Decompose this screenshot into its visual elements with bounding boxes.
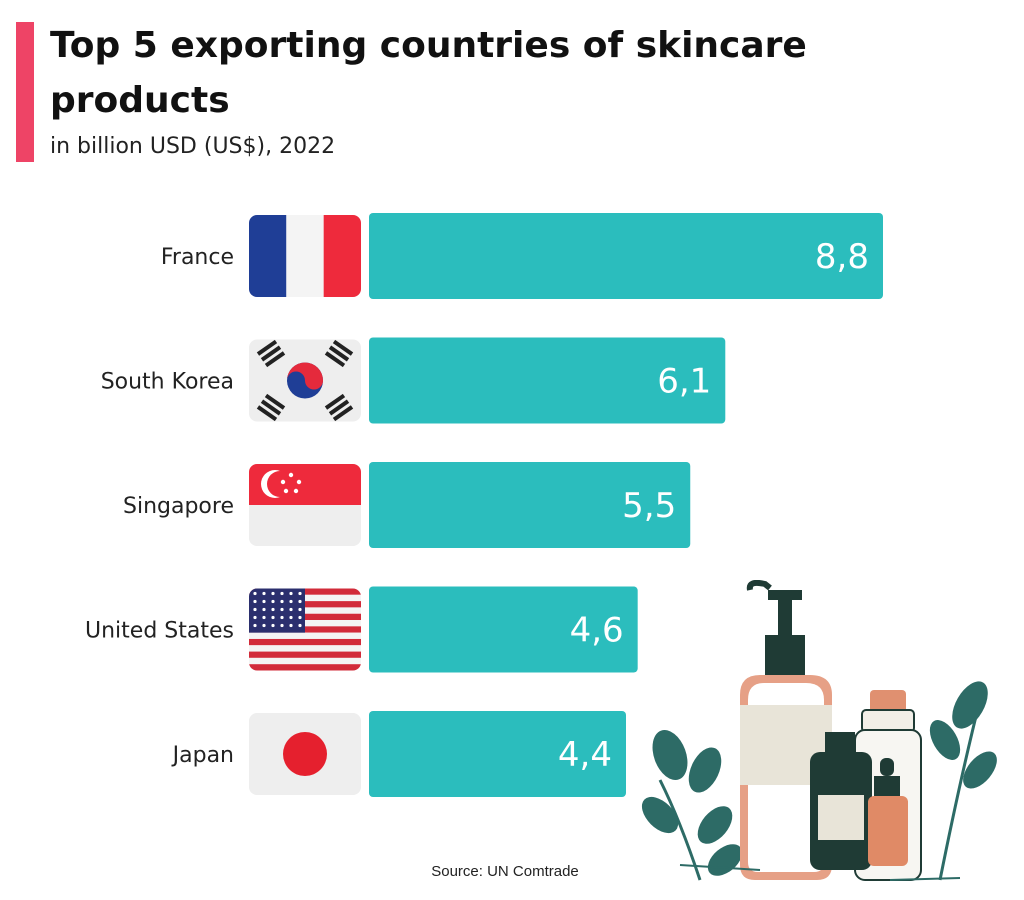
japan-flag-icon <box>249 713 361 795</box>
value-label-japan: 4,4 <box>558 735 612 775</box>
france-flag-icon <box>249 215 361 297</box>
value-label-france: 8,8 <box>815 237 869 277</box>
bar-singapore <box>369 462 691 548</box>
leaf-branch-right-icon <box>929 681 997 881</box>
value-label-singapore: 5,5 <box>622 486 676 526</box>
accent-bar <box>16 22 34 162</box>
bar-south-korea <box>369 337 726 424</box>
source-note: Source: UN Comtrade <box>431 863 579 880</box>
category-label-japan: Japan <box>171 743 234 768</box>
bar-united-states <box>369 586 638 673</box>
pump-bottle-icon <box>740 580 832 880</box>
value-label-south-korea: 6,1 <box>657 362 711 402</box>
skincare-bottles-illustration <box>641 580 997 881</box>
dropper-bottle-icon <box>868 758 908 866</box>
united-states-flag-icon <box>249 588 361 671</box>
dark-bottle-icon <box>810 732 872 870</box>
south-korea-flag-icon <box>249 339 361 422</box>
bar-chart: France 8,8 South Korea 6,1 Singapore 5,5 Unite… <box>85 213 883 797</box>
category-label-france: France <box>161 245 234 270</box>
bar-japan <box>369 711 626 797</box>
chart-title: Top 5 exporting countries of skincare pr… <box>50 25 807 121</box>
value-label-united-states: 4,6 <box>570 611 624 651</box>
bar-france <box>369 213 883 299</box>
category-label-south-korea: South Korea <box>101 370 234 395</box>
chart-subtitle: in billion USD (US$), 2022 <box>50 134 336 159</box>
category-label-singapore: Singapore <box>123 494 234 519</box>
category-label-united-states: United States <box>85 619 234 644</box>
leaf-branch-left-icon <box>641 729 743 881</box>
singapore-flag-icon <box>249 464 361 546</box>
